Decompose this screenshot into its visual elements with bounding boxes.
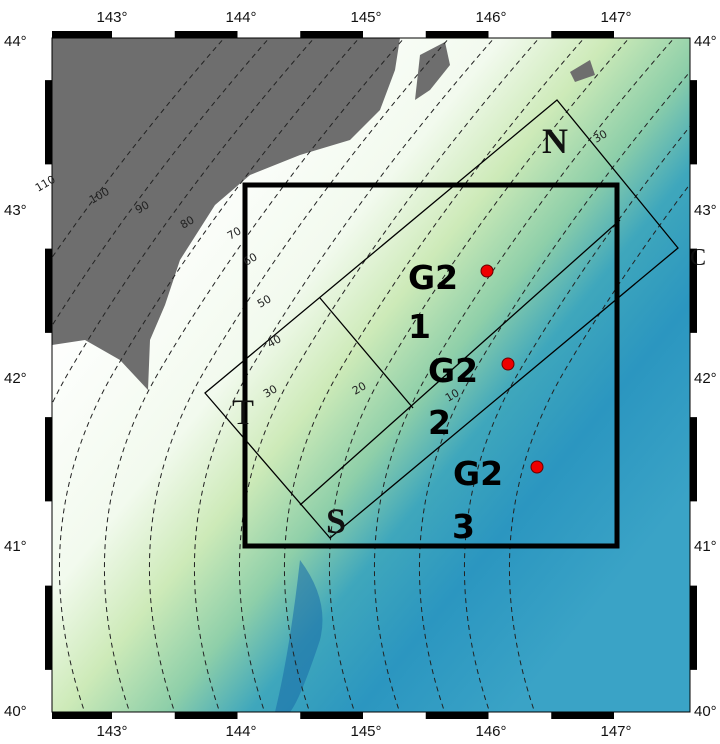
contour-line: [193, 38, 495, 712]
contour-label: 10: [443, 386, 462, 404]
contour-line: [463, 125, 690, 712]
map-body: [52, 38, 690, 712]
corner-label: N: [542, 121, 568, 161]
frame-tick: [300, 31, 363, 38]
frame-tick: [174, 712, 238, 719]
latitude-label: 44°: [4, 33, 27, 50]
station-name: G2: [453, 454, 503, 493]
longitude-label: 143°: [96, 9, 127, 26]
frame-tick: [52, 31, 112, 38]
latitude-label: 41°: [694, 538, 717, 555]
frame-tick: [690, 80, 697, 165]
contour-line: [52, 38, 225, 259]
contour-label: 30: [261, 382, 280, 400]
frame: [45, 31, 697, 719]
study-box: [242, 182, 620, 549]
frame-tick: [45, 248, 52, 333]
island: [415, 42, 450, 100]
land: [52, 38, 400, 390]
frame-tick: [551, 712, 614, 719]
latitude-label: 42°: [694, 370, 717, 387]
frame-tick: [690, 585, 697, 670]
corner-label: T: [232, 392, 254, 432]
contour-label: 60: [241, 250, 260, 268]
longitude-label: 147°: [600, 9, 631, 26]
contour-line: [52, 38, 270, 327]
island: [570, 60, 595, 82]
contour-label: 30: [591, 127, 610, 145]
contour-label: 40: [265, 332, 284, 350]
contour-line: [52, 38, 315, 406]
survey-divider: [299, 219, 621, 506]
longitude-label: 144°: [225, 9, 256, 26]
trench: [275, 560, 323, 712]
contour-line: [418, 71, 690, 712]
frame-tick: [45, 417, 52, 502]
station-marker: [501, 357, 515, 371]
longitude-label: 146°: [475, 9, 506, 26]
latitude-label: 40°: [694, 703, 717, 720]
longitude-label: 145°: [350, 723, 381, 740]
station-number: 3: [452, 507, 475, 546]
contour-line: [508, 183, 690, 712]
station-name: G2: [428, 351, 478, 390]
frame-tick: [551, 31, 614, 38]
frame-tick: [52, 712, 112, 719]
latitude-label: 41°: [4, 538, 27, 555]
frame-border: [51, 37, 691, 713]
contour-line: [238, 38, 540, 712]
contour-label: 90: [133, 198, 152, 216]
frame-tick: [300, 712, 363, 719]
survey-area: [204, 99, 679, 539]
longitude-label: 147°: [600, 723, 631, 740]
contour-line: [58, 38, 360, 712]
contour-label: 80: [178, 213, 197, 231]
frame-tick: [690, 417, 697, 502]
contour-line: [103, 38, 405, 712]
frame-tick: [174, 31, 238, 38]
corner-label: S: [326, 501, 346, 541]
frame-tick: [45, 80, 52, 165]
frame-tick: [425, 712, 489, 719]
station-name: G2: [408, 258, 458, 297]
latitude-label: 40°: [4, 703, 27, 720]
contour-label: 20: [350, 379, 369, 397]
longitude-label: 144°: [225, 723, 256, 740]
latitude-label: 44°: [694, 33, 717, 50]
frame-tick: [45, 585, 52, 670]
longitude-label: 143°: [96, 723, 127, 740]
longitude-label: 146°: [475, 723, 506, 740]
contour-lines: [52, 38, 690, 712]
contour-label: 50: [255, 292, 274, 310]
longitude-label: 145°: [350, 9, 381, 26]
latitude-label: 43°: [4, 202, 27, 219]
contour-line: [373, 38, 675, 712]
station-marker: [480, 264, 494, 278]
corner-label: C: [690, 245, 706, 271]
contour-line: [148, 38, 450, 712]
latitude-label: 42°: [4, 370, 27, 387]
latitude-label: 43°: [694, 202, 717, 219]
frame-tick: [690, 248, 697, 333]
station-number: 2: [428, 403, 451, 442]
t-box: [319, 297, 414, 409]
station-number: 1: [408, 307, 431, 346]
contour-line: [283, 38, 585, 712]
contour-label: 70: [225, 224, 244, 242]
frame-tick: [425, 31, 489, 38]
contour-line: [328, 38, 630, 712]
station-marker: [530, 460, 544, 474]
